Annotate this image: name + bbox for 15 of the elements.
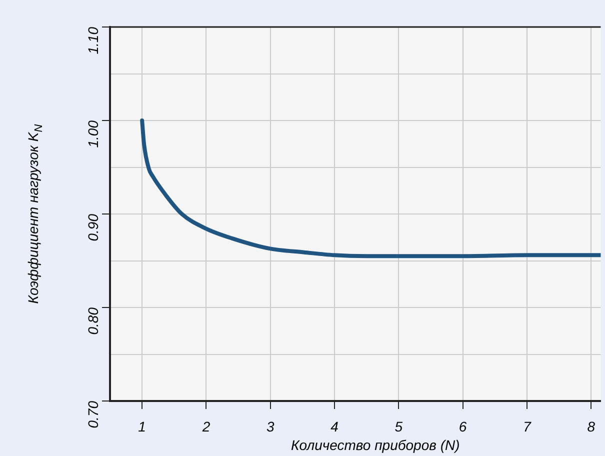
x-tick-label: 8 xyxy=(587,418,596,434)
y-tick-label: 1.00 xyxy=(84,120,101,148)
x-axis-title: Количество приборов (N) xyxy=(290,436,460,453)
x-tick-label: 2 xyxy=(201,418,210,434)
x-tick-label: 7 xyxy=(523,418,532,434)
x-tick-label: 3 xyxy=(266,418,274,434)
x-tick-label: 6 xyxy=(458,418,467,434)
x-tick-label: 5 xyxy=(394,418,403,434)
y-tick-label: 0.70 xyxy=(84,400,101,428)
y-tick-label: 0.90 xyxy=(84,214,101,242)
y-tick-label: 0.80 xyxy=(84,307,101,335)
x-tick-label: 4 xyxy=(330,418,339,434)
x-tick-label: 1 xyxy=(138,418,146,434)
y-tick-label: 1.10 xyxy=(84,26,101,54)
y-axis-title: Коэффициент нагрузок KN xyxy=(24,124,46,304)
